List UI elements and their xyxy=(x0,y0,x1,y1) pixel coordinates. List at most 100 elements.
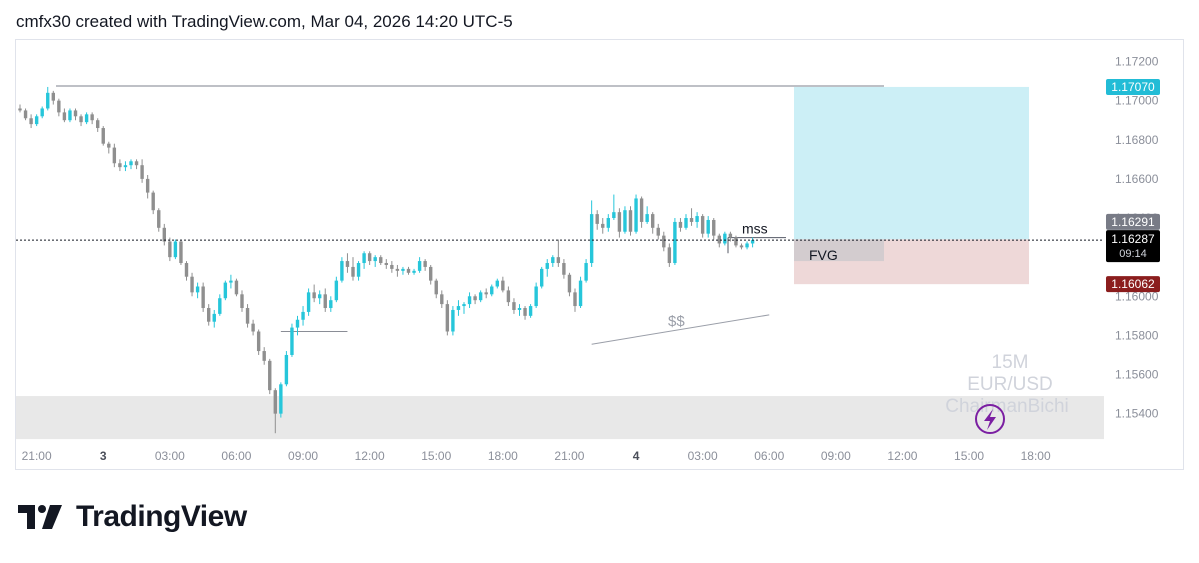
candle-body xyxy=(484,292,488,295)
candle-body xyxy=(495,280,499,287)
stop-loss-price-label: 1.16062 xyxy=(1111,277,1155,291)
candle-body xyxy=(639,198,644,222)
candle-body xyxy=(501,280,505,291)
candle-body xyxy=(273,390,277,414)
candle-body xyxy=(306,292,311,312)
candle-body xyxy=(540,268,544,287)
candle-body xyxy=(34,116,39,125)
candle-body xyxy=(323,294,327,309)
candle-body xyxy=(345,261,350,267)
candle-body xyxy=(57,100,61,113)
candle-body xyxy=(190,276,194,293)
candle-body xyxy=(451,309,455,332)
x-tick-label: 09:00 xyxy=(288,449,318,463)
x-tick-label: 06:00 xyxy=(754,449,784,463)
candle-body xyxy=(728,233,733,238)
candle-body xyxy=(134,161,139,166)
candle-body xyxy=(434,280,438,295)
last-close-price-label-bg xyxy=(1106,213,1160,230)
candle-body xyxy=(312,292,316,299)
candle-body xyxy=(739,245,744,248)
x-tick-label: 18:00 xyxy=(1021,449,1051,463)
y-tick-label: 1.17000 xyxy=(1115,94,1159,108)
watermark-author: ChairmanBichi xyxy=(945,396,1069,417)
countdown-label: 09:14 xyxy=(1119,248,1147,260)
candle-body xyxy=(262,351,266,361)
candle-body xyxy=(18,108,22,111)
candle-body xyxy=(745,243,749,248)
candle-body xyxy=(201,286,205,309)
y-tick-label: 1.16800 xyxy=(1115,133,1159,147)
fvg-box xyxy=(794,239,884,262)
candle-body xyxy=(467,296,472,305)
candle-body xyxy=(318,294,322,299)
candle-body xyxy=(645,214,649,222)
x-tick-label: 12:00 xyxy=(887,449,917,463)
candle-body xyxy=(478,292,483,301)
y-tick-label: 1.15800 xyxy=(1115,328,1159,342)
candle-body xyxy=(240,294,244,309)
candle-body xyxy=(517,308,522,310)
y-tick-label: 1.16600 xyxy=(1115,172,1159,186)
candle-body xyxy=(612,212,616,219)
x-tick-label: 09:00 xyxy=(821,449,851,463)
candle-body xyxy=(329,300,333,309)
candle-body xyxy=(79,116,83,123)
take-profit-zone xyxy=(794,86,1029,240)
candle-body xyxy=(651,214,655,228)
candle-body xyxy=(395,268,400,271)
candle-body xyxy=(573,292,577,307)
candle-body xyxy=(578,280,583,307)
candle-body xyxy=(256,331,261,352)
candle-body xyxy=(73,110,78,117)
current-price-label-bg xyxy=(1106,230,1160,263)
candle-body xyxy=(362,253,366,264)
candle-body xyxy=(617,212,622,232)
lightning-icon xyxy=(975,404,1005,434)
candle-body xyxy=(456,306,461,310)
chart-caption: cmfx30 created with TradingView.com, Mar… xyxy=(16,12,513,31)
candle-body xyxy=(734,237,738,246)
candle-body xyxy=(417,261,422,271)
candle-body xyxy=(545,263,549,269)
x-tick-label: 15:00 xyxy=(954,449,984,463)
mss-label: mss xyxy=(742,221,768,237)
candle-body xyxy=(168,241,172,258)
candle-body xyxy=(157,210,161,228)
candle-body xyxy=(567,274,572,293)
candle-body xyxy=(717,235,721,244)
current-price-label: 1.16287 xyxy=(1111,232,1155,246)
candle-body xyxy=(279,384,283,414)
candle-body xyxy=(440,294,444,305)
candle-body xyxy=(90,114,94,121)
candle-body xyxy=(140,165,144,179)
candle-body xyxy=(556,257,561,264)
candle-body xyxy=(373,257,377,262)
candle-body xyxy=(173,241,178,258)
candle-body xyxy=(695,216,699,222)
tradingview-logo-icon xyxy=(18,505,62,529)
candle-body xyxy=(706,219,710,234)
tradingview-brand[interactable]: TradingView xyxy=(18,500,247,534)
candle-body xyxy=(401,268,405,271)
candle-body xyxy=(623,210,627,232)
y-tick-label: 1.15600 xyxy=(1115,368,1159,382)
x-tick-label: 18:00 xyxy=(488,449,518,463)
candle-body xyxy=(684,218,688,228)
candle-body xyxy=(700,216,705,234)
x-tick-label: 15:00 xyxy=(421,449,451,463)
take-profit-price-label-bg xyxy=(1106,78,1160,95)
candle-body xyxy=(523,308,527,316)
x-tick-label: 21:00 xyxy=(22,449,52,463)
x-tick-label: 06:00 xyxy=(221,449,251,463)
candle-body xyxy=(656,227,660,236)
candle-body xyxy=(123,165,128,168)
candle-body xyxy=(462,304,466,307)
candle-body xyxy=(662,235,666,248)
candle-body xyxy=(628,210,633,232)
candle-body xyxy=(151,192,155,211)
candle-body xyxy=(46,92,50,109)
candle-body xyxy=(606,218,610,228)
candle-body xyxy=(712,219,716,236)
